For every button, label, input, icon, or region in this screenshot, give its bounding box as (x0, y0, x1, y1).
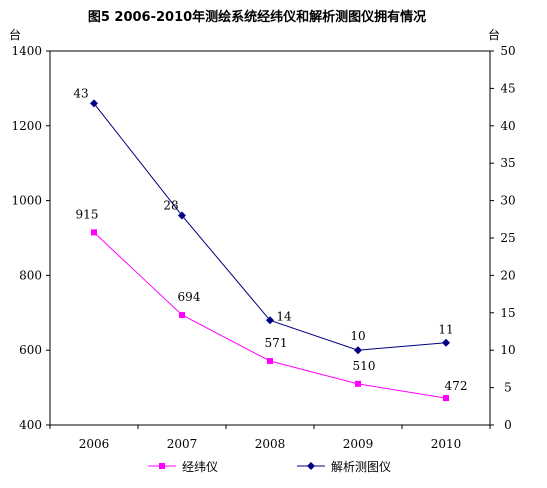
right-tick-label: 30 (500, 194, 515, 208)
data-point (354, 346, 362, 355)
data-label: 472 (445, 379, 468, 393)
x-tick-label: 2010 (431, 437, 462, 451)
right-axis-unit: 台 (488, 27, 500, 42)
legend: 经纬仪 解析测图仪 (148, 460, 391, 474)
series-1: 915 694 571 510 472 (76, 207, 468, 402)
legend-label: 解析测图仪 (331, 460, 391, 474)
data-label: 915 (76, 207, 99, 221)
data-point (443, 395, 449, 402)
x-tick-label: 2008 (255, 437, 286, 451)
data-point (355, 380, 361, 387)
left-axis: 400 600 800 1000 1200 1400 (11, 44, 50, 432)
data-point (267, 358, 273, 365)
right-tick-label: 15 (500, 306, 515, 320)
left-axis-unit: 台 (9, 27, 21, 42)
data-point (178, 211, 186, 220)
left-tick-label: 600 (19, 343, 42, 357)
legend-marker (159, 463, 165, 469)
left-tick-label: 1000 (11, 194, 42, 208)
series-line (93, 103, 447, 351)
legend-item: 经纬仪 (148, 460, 218, 474)
series-layer: 915 694 571 510 472 43 28 14 10 11 (73, 86, 468, 402)
legend-marker (307, 462, 315, 470)
legend-item: 解析测图仪 (297, 460, 391, 474)
data-label: 694 (178, 290, 201, 304)
data-label: 14 (276, 309, 292, 323)
right-axis: 0 5 10 15 20 25 30 35 40 45 50 (490, 44, 516, 432)
data-label: 11 (438, 323, 453, 337)
left-tick-label: 800 (19, 268, 42, 282)
right-tick-label: 10 (500, 343, 515, 357)
left-tick-label: 1400 (11, 44, 42, 58)
data-point (442, 338, 450, 347)
legend-label: 经纬仪 (182, 460, 218, 474)
plot-border (49, 50, 491, 426)
right-tick-label: 0 (504, 418, 512, 432)
left-tick-label: 1200 (11, 119, 42, 133)
data-label: 510 (353, 359, 376, 373)
series-2: 43 28 14 10 11 (73, 86, 454, 355)
right-tick-label: 20 (500, 268, 515, 282)
x-tick-label: 2009 (343, 437, 374, 451)
data-label: 571 (265, 336, 288, 350)
right-tick-label: 25 (500, 231, 515, 245)
data-point (179, 312, 185, 319)
right-tick-label: 35 (500, 156, 515, 170)
x-tick-label: 2006 (79, 437, 110, 451)
plot-area (49, 50, 491, 426)
x-axis: 2006 2007 2008 2009 2010 (49, 425, 491, 451)
data-point (90, 99, 98, 108)
series-line (93, 232, 447, 399)
right-tick-label: 40 (500, 119, 515, 133)
data-point (266, 316, 274, 325)
data-label: 28 (163, 199, 178, 213)
chart-title: 图5 2006-2010年测绘系统经纬仪和解析测图仪拥有情况 (88, 9, 426, 25)
data-point (91, 229, 97, 236)
data-label: 43 (73, 86, 88, 100)
right-tick-label: 50 (500, 44, 515, 58)
left-tick-label: 400 (19, 418, 42, 432)
right-tick-label: 5 (504, 381, 512, 395)
x-tick-label: 2007 (167, 437, 198, 451)
data-label: 10 (350, 329, 365, 343)
right-tick-label: 45 (500, 81, 515, 95)
